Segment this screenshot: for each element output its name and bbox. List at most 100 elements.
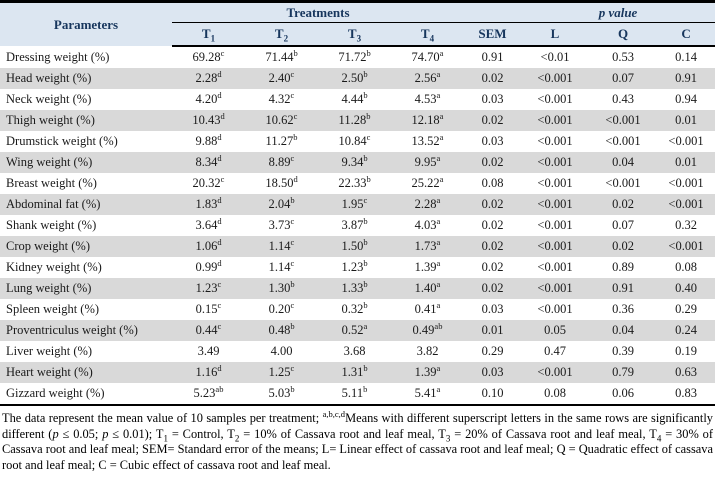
table-row: Kidney weight (%) 0.99d 1.14c 1.23b 1.39…	[0, 257, 715, 278]
l-p-value: <0.01	[540, 50, 570, 64]
parameter-name: Crop weight (%)	[6, 239, 91, 253]
t4-value: 12.18a	[411, 110, 444, 127]
column-header-l: L	[521, 22, 589, 47]
l-p-value: <0.001	[537, 197, 573, 211]
l-p-value: <0.001	[537, 239, 573, 253]
table-row: Shank weight (%) 3.64d 3.73c 3.87b 4.03a…	[0, 215, 715, 236]
l-p-value: 0.47	[544, 344, 566, 358]
t4-value: 1.39a	[414, 257, 441, 274]
l-p-value: 0.05	[544, 323, 566, 337]
t2-value: 1.14c	[268, 257, 295, 274]
l-p-value: <0.001	[537, 113, 573, 127]
l-p-value: <0.001	[537, 302, 573, 316]
t4-value: 3.82	[416, 344, 439, 358]
column-header-q: Q	[589, 22, 657, 47]
sem-value: 0.29	[481, 344, 504, 358]
treatments-group-header: Treatments	[172, 1, 464, 23]
column-header-t1: T1	[172, 22, 245, 47]
sem-value: 0.02	[481, 218, 504, 232]
sem-value: 0.02	[481, 260, 504, 274]
sem-value: 0.03	[481, 365, 504, 379]
table-row: Liver weight (%) 3.49 4.00 3.68 3.82 0.2…	[0, 341, 715, 362]
l-p-value: <0.001	[537, 260, 573, 274]
t3-value: 1.23b	[341, 257, 368, 274]
t1-value: 0.44c	[195, 320, 222, 337]
column-header-sem: SEM	[464, 22, 521, 47]
t2-value: 10.62c	[265, 110, 298, 127]
sem-value: 0.02	[481, 155, 504, 169]
parameter-name: Abdominal fat (%)	[6, 197, 101, 211]
t3-value: 1.50b	[341, 236, 368, 253]
q-p-value: 0.04	[612, 155, 634, 169]
t2-value: 8.89c	[268, 152, 295, 169]
t2-value: 5.03b	[268, 383, 295, 400]
l-p-value: <0.001	[537, 365, 573, 379]
parameter-name: Wing weight (%)	[6, 155, 93, 169]
t4-value: 9.95a	[414, 152, 441, 169]
t3-value: 1.33b	[341, 278, 368, 295]
c-p-value: 0.24	[675, 323, 697, 337]
q-p-value: <0.001	[605, 134, 641, 148]
sem-value: 0.03	[481, 302, 504, 316]
t4-value: 2.28a	[414, 194, 441, 211]
t2-value: 3.73c	[268, 215, 295, 232]
t2-value: 18.50d	[265, 173, 298, 190]
c-p-value: <0.001	[668, 176, 704, 190]
q-p-value: 0.89	[612, 260, 634, 274]
column-header-t4: T4	[391, 22, 464, 47]
t3-value: 4.44b	[341, 89, 368, 106]
t2-value: 1.14c	[268, 236, 295, 253]
q-p-value: 0.07	[612, 71, 634, 85]
t3-value: 5.11b	[341, 383, 368, 400]
sem-value: 0.02	[481, 113, 504, 127]
c-p-value: <0.001	[668, 239, 704, 253]
c-p-value: 0.32	[675, 218, 697, 232]
table-row: Wing weight (%) 8.34d 8.89c 9.34b 9.95a …	[0, 152, 715, 173]
t4-value: 25.22a	[411, 173, 444, 190]
header-group-row: Parameters Treatments p value	[0, 1, 715, 32]
t3-value: 0.32b	[341, 299, 368, 316]
table-row: Lung weight (%) 1.23c 1.30b 1.33b 1.40a …	[0, 278, 715, 299]
t3-value: 3.87b	[341, 215, 368, 232]
carcass-characteristics-table: Parameters Treatments p value T1 T2 T3 T…	[0, 0, 715, 406]
t3-value: 9.34b	[341, 152, 368, 169]
t1-value: 3.64d	[195, 215, 222, 232]
t1-value: 10.43d	[192, 110, 225, 127]
q-p-value: 0.02	[612, 239, 634, 253]
t3-value: 22.33b	[338, 173, 371, 190]
sem-group-spacer	[464, 1, 521, 23]
t2-value: 0.48b	[268, 320, 295, 337]
q-p-value: 0.04	[612, 323, 634, 337]
q-p-value: 0.43	[612, 92, 634, 106]
q-p-value: 0.79	[612, 365, 634, 379]
t2-value: 0.20c	[268, 299, 295, 316]
l-p-value: <0.001	[537, 281, 573, 295]
t3-value: 1.31b	[341, 362, 368, 379]
c-p-value: 0.14	[675, 50, 697, 64]
t4-value: 0.41a	[414, 299, 441, 316]
c-p-value: 0.63	[675, 365, 697, 379]
t1-value: 5.23ab	[193, 383, 224, 400]
t1-value: 4.20d	[195, 89, 222, 106]
parameter-name: Shank weight (%)	[6, 218, 97, 232]
parameter-name: Breast weight (%)	[6, 176, 97, 190]
t2-value: 2.40c	[268, 68, 295, 85]
t4-value: 74.70a	[411, 47, 444, 64]
parameter-name: Spleen weight (%)	[6, 302, 100, 316]
table-row: Crop weight (%) 1.06d 1.14c 1.50b 1.73a …	[0, 236, 715, 257]
sem-value: 0.91	[481, 50, 504, 64]
c-p-value: 0.40	[675, 281, 697, 295]
t1-value: 8.34d	[195, 152, 222, 169]
parameter-name: Neck weight (%)	[6, 92, 92, 106]
t3-value: 10.84c	[338, 131, 371, 148]
parameter-name: Liver weight (%)	[6, 344, 93, 358]
parameter-name: Heart weight (%)	[6, 365, 93, 379]
q-p-value: 0.07	[612, 218, 634, 232]
t4-value: 13.52a	[411, 131, 444, 148]
parameter-name: Head weight (%)	[6, 71, 92, 85]
parameter-name: Dressing weight (%)	[6, 49, 110, 64]
t4-value: 1.40a	[414, 278, 441, 295]
q-p-value: 0.39	[612, 344, 634, 358]
l-p-value: <0.001	[537, 134, 573, 148]
t3-value: 2.50b	[341, 68, 368, 85]
